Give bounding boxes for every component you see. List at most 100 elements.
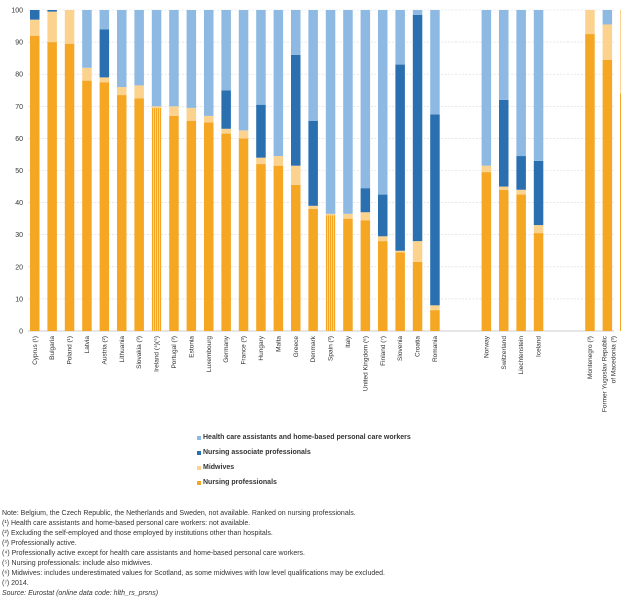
y-tick-label: 0 — [19, 329, 23, 336]
x-tick-label: Malta — [275, 336, 282, 352]
x-tick-label: Slovenia — [397, 336, 404, 361]
y-tick-label: 30 — [15, 232, 23, 239]
y-tick-label: 40 — [15, 200, 23, 207]
bar-segment — [481, 172, 492, 331]
gridlines — [28, 9, 614, 332]
bar-segment — [221, 128, 231, 134]
bar-segment — [430, 310, 440, 331]
bar-segment — [395, 250, 405, 253]
bar-segment — [343, 10, 353, 214]
bar-segment — [256, 104, 266, 158]
bar-segment — [412, 261, 423, 331]
bar-segment — [64, 10, 75, 44]
x-tick-label: Cyprus (¹) — [32, 336, 39, 365]
bar-segment — [343, 218, 353, 331]
x-tick-label: Lithuania — [119, 336, 126, 363]
bar-segment — [308, 120, 318, 206]
legend-label: Nursing professionals — [203, 479, 277, 486]
bar-segment — [186, 107, 197, 121]
bar-segment — [516, 189, 526, 195]
bar-segment — [82, 67, 92, 81]
x-tick-label: Italy — [345, 335, 352, 348]
bar-segment — [412, 241, 423, 262]
legend-swatch — [197, 465, 201, 470]
bar-segment — [378, 236, 388, 242]
legend-swatch — [197, 450, 201, 455]
bar-segment — [117, 10, 127, 88]
bar-segment — [325, 213, 336, 216]
x-tick-label: Former Yugoslav Republic of Macedonia (³) — [601, 335, 617, 412]
bar-segment — [99, 82, 110, 331]
x-tick-label: Denmark — [310, 335, 317, 362]
bar-segment — [395, 64, 405, 251]
x-tick-label: Montenegro (³) — [587, 336, 594, 379]
bar-segment — [499, 99, 509, 187]
bar-segment — [221, 10, 231, 91]
bar-segment — [221, 133, 231, 331]
bar-segment — [273, 156, 284, 166]
x-tick-label-line: of Macedonia (³) — [610, 336, 617, 383]
legend-item-nursing-professionals: Nursing professionals — [197, 475, 411, 490]
note-line: (⁴) Professionally active except for hea… — [2, 550, 305, 557]
x-tick-label: Slovakia (³) — [136, 336, 143, 369]
bar-segment — [291, 10, 301, 55]
stacked-bar-chart: 0 10 20 30 40 50 60 70 80 90 100 Cyprus (¹) Bulgaria… — [11, 8, 621, 412]
bar-segment — [412, 10, 423, 15]
bar-segment — [64, 43, 75, 332]
note-line: (⁵) Nursing professionals: include also … — [2, 560, 153, 567]
bar-segment — [378, 241, 388, 331]
note-line: (²) Excluding the self-employed and thos… — [2, 530, 273, 537]
bar-segment — [516, 194, 526, 331]
bar-segment — [151, 106, 162, 108]
bar-segment — [533, 225, 544, 234]
bar-segment — [602, 10, 613, 25]
note-line: (⁷) 2014. — [2, 580, 29, 587]
bar-segment — [169, 10, 179, 107]
bar-segment — [30, 10, 40, 20]
x-tick-label: Austria (²) — [101, 336, 108, 365]
x-tick-label: Germany — [223, 335, 230, 362]
bar-segment — [151, 10, 162, 107]
bar-segment — [117, 95, 127, 331]
bar-segment — [585, 34, 595, 331]
x-tick-label: Bulgaria — [49, 336, 56, 360]
footnotes: Note: Belgium, the Czech Republic, the N… — [2, 509, 617, 599]
bar-segment — [430, 114, 440, 306]
x-tick-label: Romania — [432, 336, 439, 362]
bar-segment — [360, 220, 371, 331]
bar-segment — [99, 29, 110, 78]
x-tick-label: Spain (³) — [328, 336, 335, 361]
x-tick-label: Hungary — [258, 335, 265, 360]
bar-segment — [134, 98, 144, 332]
bar-segment — [134, 85, 144, 99]
bar-segment — [360, 212, 371, 221]
x-tick-label: Luxembourg — [206, 336, 213, 373]
bar-segment — [308, 209, 318, 331]
legend: Health care assistants and home-based pe… — [197, 430, 411, 490]
x-tick-label: Finland (⁷) — [380, 336, 387, 366]
y-tick-label: 10 — [15, 296, 23, 303]
note-line: Note: Belgium, the Czech Republic, the N… — [2, 510, 356, 517]
bar-segment — [516, 156, 526, 190]
bar-segment — [308, 10, 318, 121]
source-line: Source: Eurostat (online data code: hlth… — [2, 590, 159, 597]
note-line: (⁶) Midwives: includes underestimated va… — [2, 570, 385, 577]
bar-segment — [308, 205, 318, 210]
bar-segment — [186, 10, 197, 108]
bar-segment — [481, 165, 492, 173]
y-tick-label: 70 — [15, 104, 23, 111]
x-tick-label: Iceland — [536, 336, 543, 357]
bar-segment — [30, 19, 40, 36]
bar-segment — [47, 42, 57, 331]
x-tick-label: United Kingdom (⁶) — [362, 336, 369, 391]
bar-segment — [499, 10, 509, 100]
bar-segment — [204, 10, 214, 116]
legend-item-midwives: Midwives — [197, 460, 411, 475]
bar-segment — [134, 10, 144, 86]
bar-segment — [256, 157, 266, 165]
legend-swatch — [197, 480, 201, 485]
x-tick-label: Estonia — [188, 336, 195, 358]
bar-segment — [291, 54, 301, 166]
note-line: (³) Professionally active. — [2, 540, 77, 547]
bar-segment — [186, 120, 197, 332]
